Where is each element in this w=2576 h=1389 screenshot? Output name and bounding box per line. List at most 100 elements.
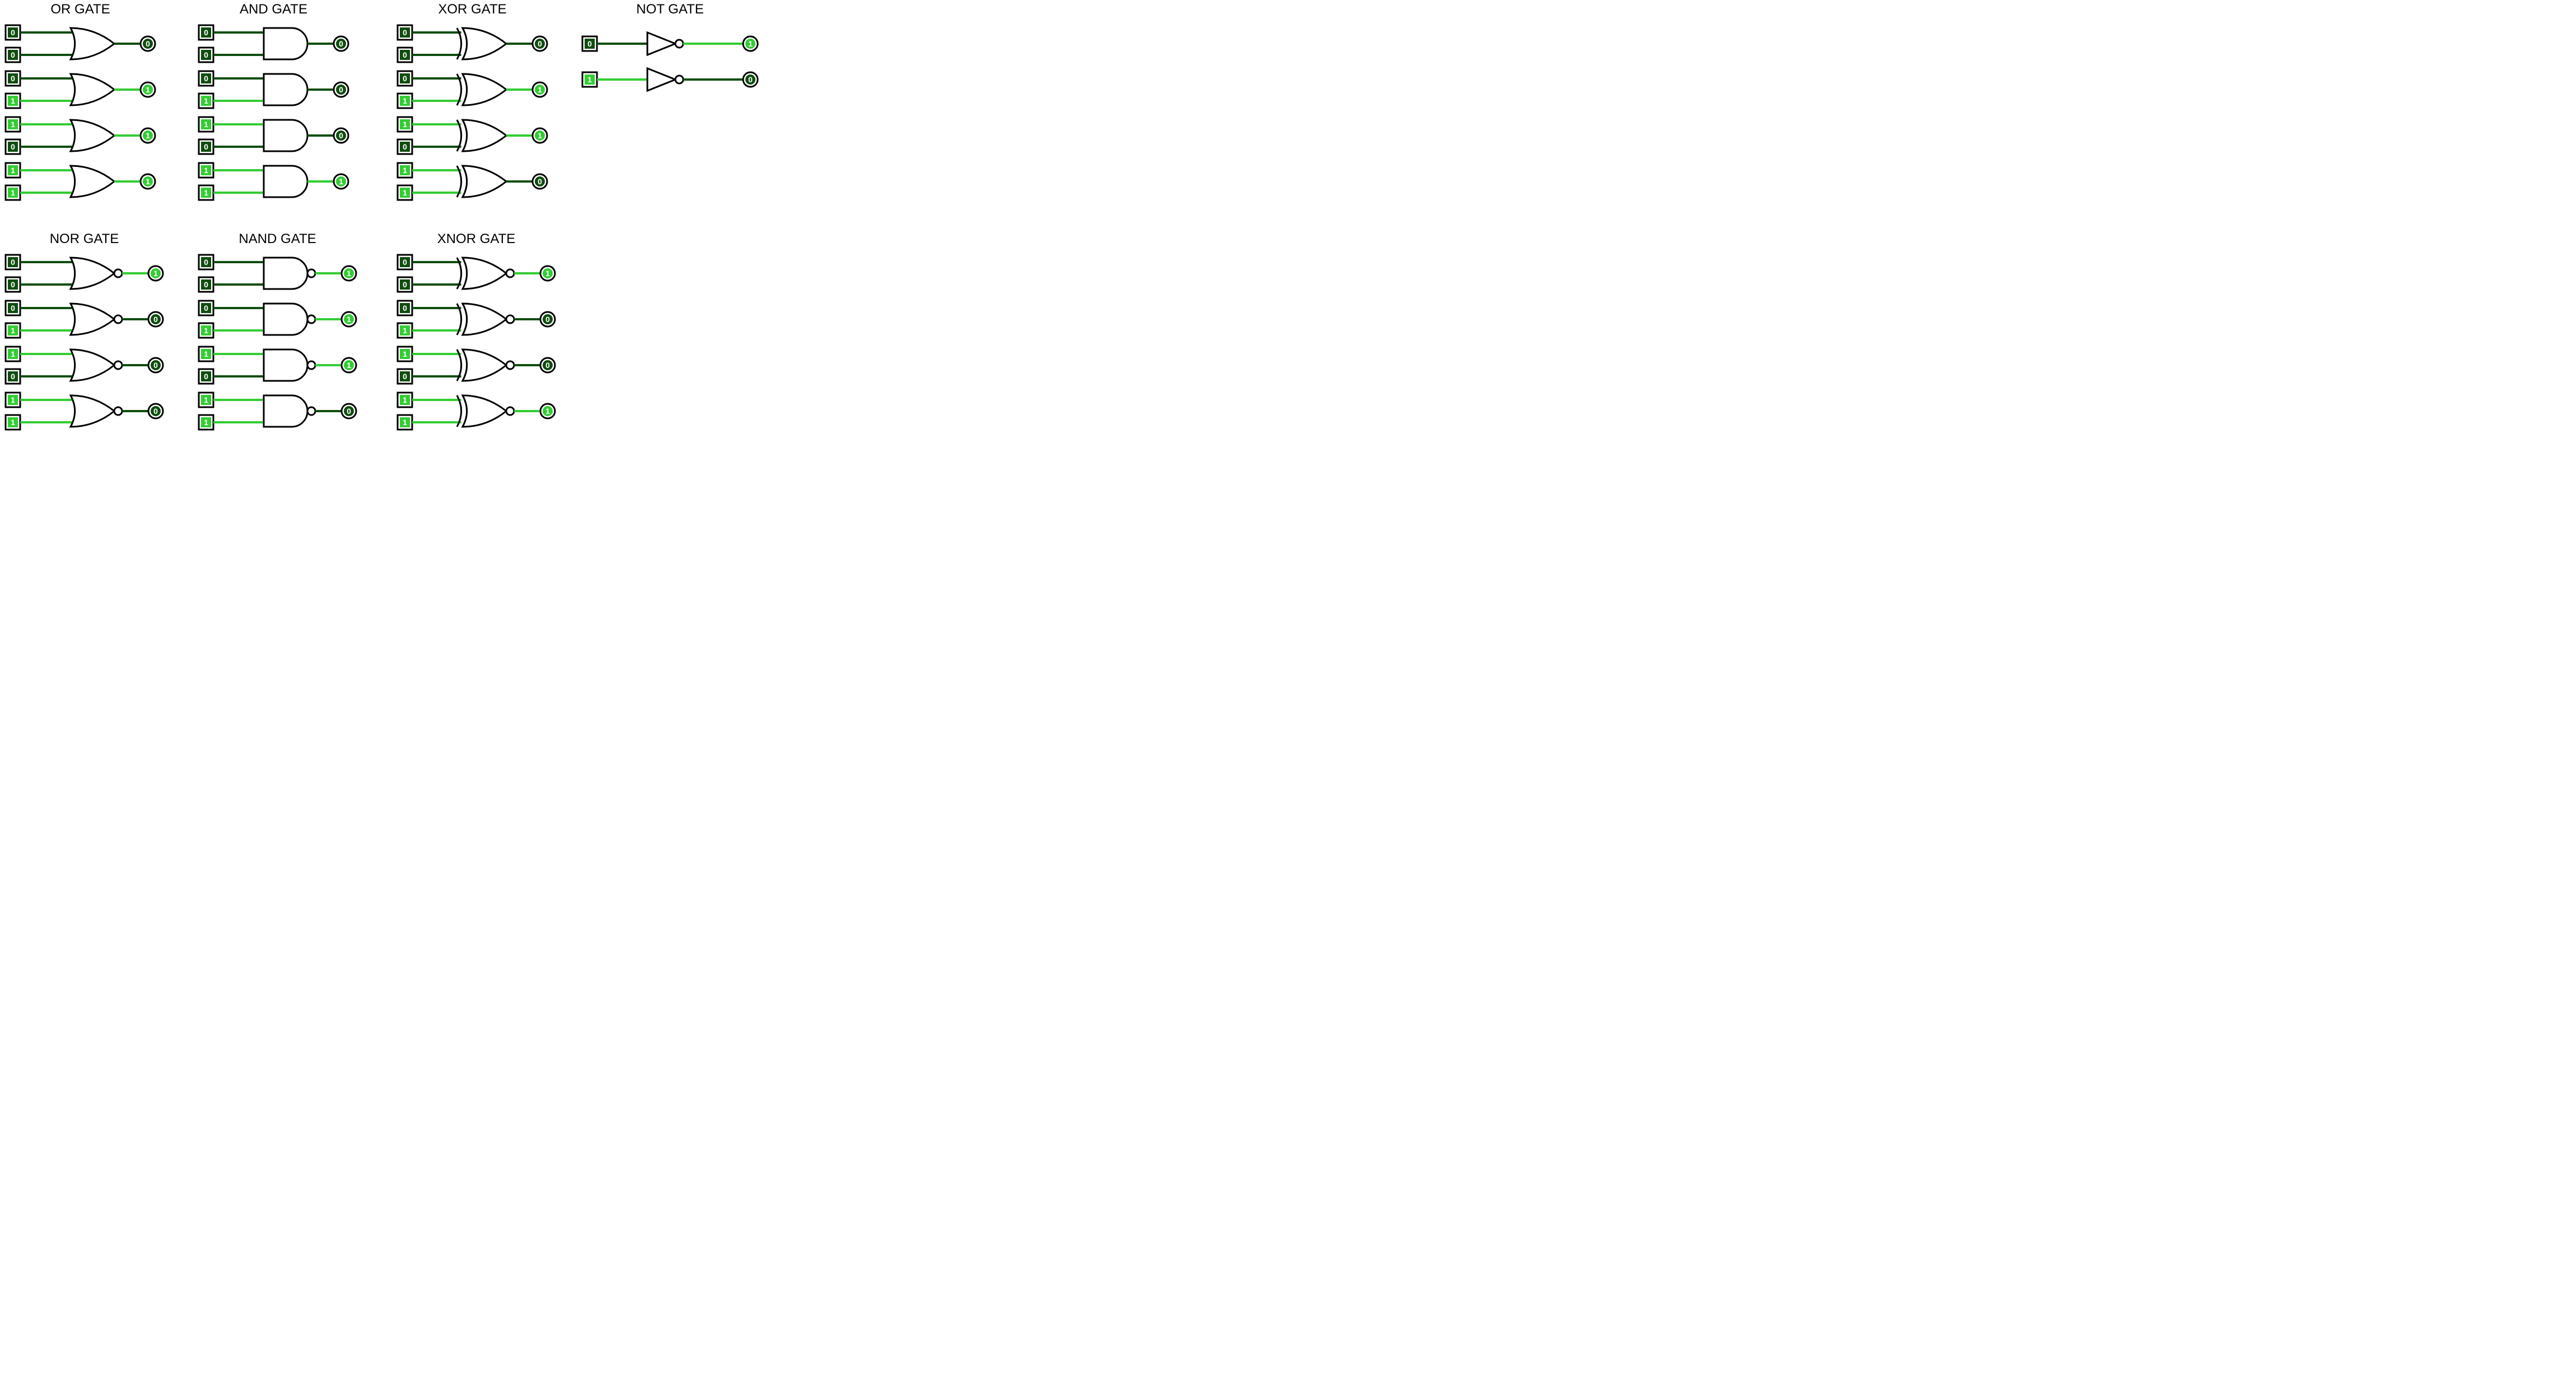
and-row2-out-value: 0	[339, 131, 343, 140]
or-row0-gate	[71, 28, 114, 59]
not-row1-bubble	[675, 76, 683, 83]
xor-row2-gate	[463, 120, 506, 151]
and-row3-gate	[264, 166, 307, 197]
or-row2-in0-value: 1	[11, 120, 15, 129]
xnor-row2-in0-value: 1	[403, 349, 407, 358]
or-row3-in0-value: 1	[11, 166, 15, 175]
or-row2-gate	[71, 120, 114, 151]
xor-row0-in1-value: 0	[403, 50, 407, 59]
nor-row1-in0-value: 0	[11, 304, 15, 313]
nor-row1-gate	[71, 304, 114, 335]
and-row2-in0-value: 1	[204, 120, 208, 129]
not-row0-in0-value: 0	[587, 39, 592, 48]
nor-row3-out-value: 0	[153, 407, 158, 416]
and-row1-gate	[264, 74, 307, 105]
nand-row1-in0-value: 0	[204, 304, 208, 313]
and-row0-in0-value: 0	[204, 28, 208, 37]
not-row0-out-value: 1	[748, 39, 753, 48]
xnor-row0-gate	[463, 258, 506, 289]
and-row0-out-value: 0	[339, 39, 343, 48]
xnor-row0-in0-value: 0	[403, 258, 407, 267]
or-row1-in1-value: 1	[11, 96, 15, 105]
nor-row2-bubble	[114, 361, 122, 369]
xor-row3-in1-value: 1	[403, 188, 407, 197]
not-row0-bubble	[675, 40, 683, 48]
or-row3-gate	[71, 166, 114, 197]
nor-row2-in0-value: 1	[11, 349, 15, 358]
or-row3-out-value: 1	[146, 177, 150, 186]
nand-row3-out-value: 0	[347, 407, 351, 416]
xnor-row2-gate	[463, 349, 506, 381]
nand-row3-gate	[264, 395, 307, 427]
xnor-row1-gate	[463, 304, 506, 335]
title-nor: NOR GATE	[50, 231, 119, 246]
nand-row3-in0-value: 1	[204, 395, 208, 404]
nor-row3-in1-value: 1	[11, 418, 15, 427]
title-and: AND GATE	[240, 2, 307, 17]
or-row1-out-value: 1	[146, 85, 150, 94]
title-nand: NAND GATE	[239, 231, 316, 246]
or-row0-out-value: 0	[146, 39, 150, 48]
nor-row3-gate	[71, 395, 114, 427]
and-row1-out-value: 0	[339, 85, 343, 94]
not-row0-gate	[647, 32, 675, 55]
nor-row1-in1-value: 1	[11, 326, 15, 335]
xor-row2-out-value: 1	[538, 131, 542, 140]
or-row1-gate	[71, 74, 114, 105]
nand-row0-out-value: 1	[347, 269, 351, 278]
nor-row2-out-value: 0	[153, 361, 158, 370]
not-row1-in0-value: 1	[587, 75, 592, 84]
not-row1-gate	[647, 68, 675, 91]
nand-row1-bubble	[307, 315, 315, 323]
xor-row3-gate	[463, 166, 506, 197]
xnor-row3-gate	[463, 395, 506, 427]
xnor-row1-in1-value: 1	[403, 326, 407, 335]
xnor-row1-bubble	[506, 315, 514, 323]
title-xor: XOR GATE	[438, 2, 506, 17]
and-row0-in1-value: 0	[204, 50, 208, 59]
nand-row2-bubble	[307, 361, 315, 369]
xor-row0-out-value: 0	[538, 39, 542, 48]
nor-row0-out-value: 1	[153, 269, 158, 278]
xnor-row1-in0-value: 0	[403, 304, 407, 313]
logic-gates-diagram: OR GATE000011101111AND GATE000010100111X…	[0, 0, 858, 463]
xor-row3-out-value: 0	[538, 177, 542, 186]
nor-row1-out-value: 0	[153, 315, 158, 324]
xor-row3-in0-value: 1	[403, 166, 407, 175]
and-row3-in0-value: 1	[204, 166, 208, 175]
nor-row0-bubble	[114, 269, 122, 277]
or-row1-in0-value: 0	[11, 74, 15, 83]
xor-row1-out-value: 1	[538, 85, 542, 94]
nor-row2-gate	[71, 349, 114, 381]
xnor-row3-in1-value: 1	[403, 418, 407, 427]
not-row1-out-value: 0	[748, 75, 753, 84]
nand-row0-bubble	[307, 269, 315, 277]
nand-row2-out-value: 1	[347, 361, 351, 370]
nor-row3-in0-value: 1	[11, 395, 15, 404]
xnor-row1-out-value: 0	[545, 315, 550, 324]
and-row1-in1-value: 1	[204, 96, 208, 105]
nand-row0-in0-value: 0	[204, 258, 208, 267]
nand-row2-in0-value: 1	[204, 349, 208, 358]
nor-row1-bubble	[114, 315, 122, 323]
xor-row1-in1-value: 1	[403, 96, 407, 105]
and-row3-in1-value: 1	[204, 188, 208, 197]
xnor-row3-in0-value: 1	[403, 395, 407, 404]
or-row3-in1-value: 1	[11, 188, 15, 197]
xnor-row0-in1-value: 0	[403, 280, 407, 289]
or-row2-in1-value: 0	[11, 142, 15, 151]
nand-row1-out-value: 1	[347, 315, 351, 324]
nor-row0-in0-value: 0	[11, 258, 15, 267]
xnor-row2-bubble	[506, 361, 514, 369]
xor-row2-in0-value: 1	[403, 120, 407, 129]
xor-row0-in0-value: 0	[403, 28, 407, 37]
nand-row2-gate	[264, 349, 307, 381]
and-row0-gate	[264, 28, 307, 59]
nand-row0-gate	[264, 258, 307, 289]
nor-row3-bubble	[114, 407, 122, 415]
and-row1-in0-value: 0	[204, 74, 208, 83]
xor-row2-in1-value: 0	[403, 142, 407, 151]
xnor-row3-out-value: 1	[545, 407, 550, 416]
nand-row1-gate	[264, 304, 307, 335]
or-row2-out-value: 1	[146, 131, 150, 140]
